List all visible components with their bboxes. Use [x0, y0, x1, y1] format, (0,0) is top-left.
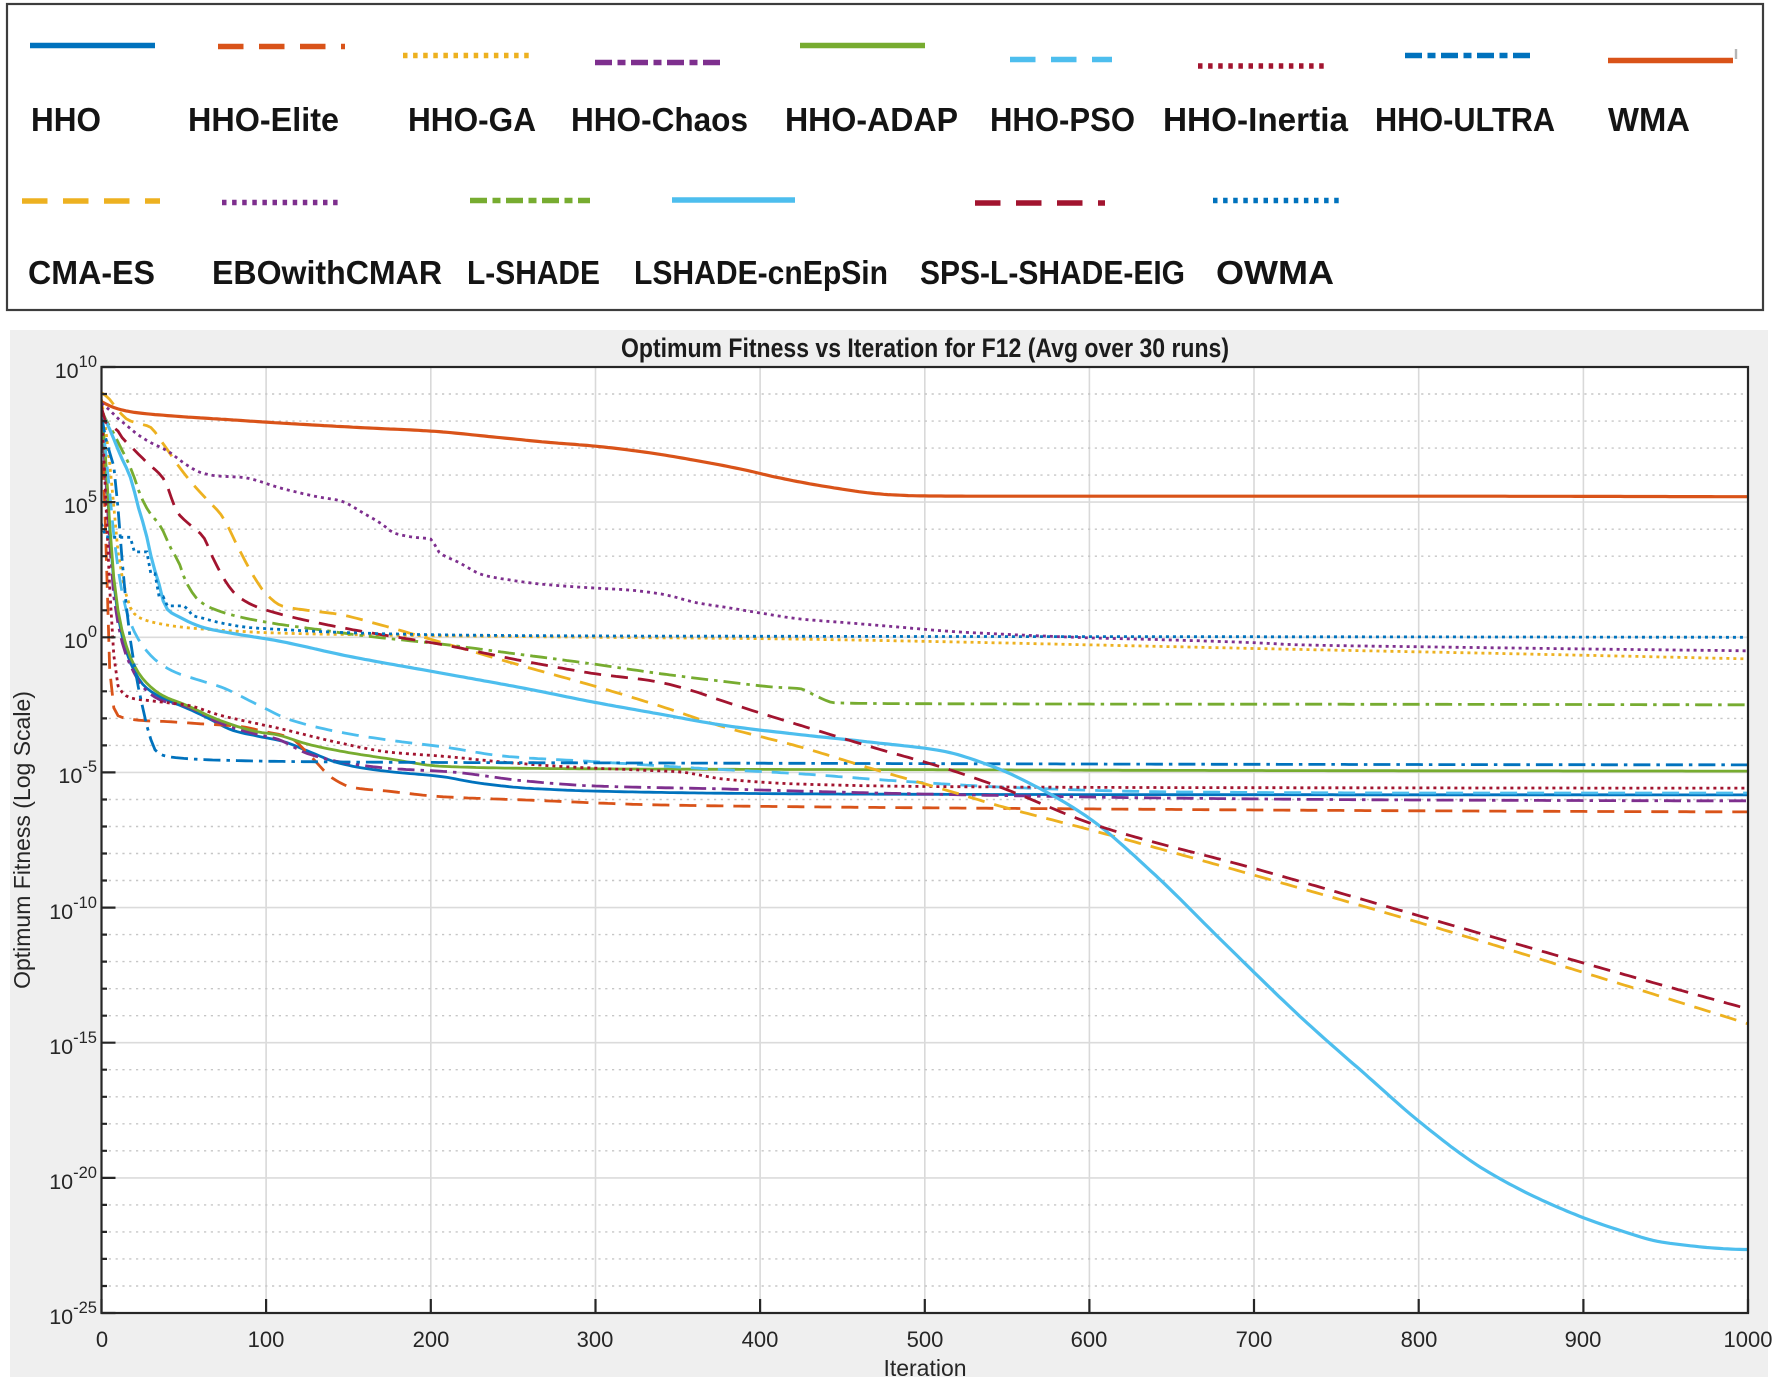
svg-text:Iteration: Iteration [883, 1355, 966, 1381]
svg-text:100: 100 [248, 1327, 285, 1352]
svg-text:HHO-Inertia: HHO-Inertia [1163, 101, 1349, 138]
svg-text:HHO-PSO: HHO-PSO [990, 101, 1135, 138]
svg-text:900: 900 [1565, 1327, 1602, 1352]
svg-text:CMA-ES: CMA-ES [28, 254, 155, 291]
svg-text:400: 400 [742, 1327, 779, 1352]
svg-text:Optimum Fitness (Log Scale): Optimum Fitness (Log Scale) [9, 691, 35, 989]
svg-text:Optimum Fitness vs Iteration f: Optimum Fitness vs Iteration for F12 (Av… [621, 333, 1229, 363]
svg-text:0: 0 [96, 1327, 108, 1352]
svg-text:HHO-Chaos: HHO-Chaos [571, 101, 748, 138]
svg-text:600: 600 [1071, 1327, 1108, 1352]
svg-text:HHO-Elite: HHO-Elite [188, 101, 339, 138]
svg-text:HHO: HHO [31, 101, 101, 138]
svg-text:L-SHADE: L-SHADE [467, 254, 600, 291]
svg-text:200: 200 [413, 1327, 450, 1352]
svg-text:WMA: WMA [1608, 101, 1690, 138]
svg-text:LSHADE-cnEpSin: LSHADE-cnEpSin [634, 254, 888, 291]
svg-text:500: 500 [907, 1327, 944, 1352]
svg-text:HHO-ADAP: HHO-ADAP [785, 101, 958, 138]
svg-text:EBOwithCMAR: EBOwithCMAR [212, 254, 442, 291]
svg-text:300: 300 [577, 1327, 614, 1352]
svg-text:HHO-ULTRA: HHO-ULTRA [1375, 101, 1555, 138]
svg-text:OWMA: OWMA [1216, 254, 1334, 291]
svg-text:SPS-L-SHADE-EIG: SPS-L-SHADE-EIG [920, 254, 1185, 291]
svg-text:HHO-GA: HHO-GA [408, 101, 536, 138]
svg-text:800: 800 [1401, 1327, 1438, 1352]
svg-text:700: 700 [1236, 1327, 1273, 1352]
svg-text:1000: 1000 [1724, 1327, 1772, 1352]
